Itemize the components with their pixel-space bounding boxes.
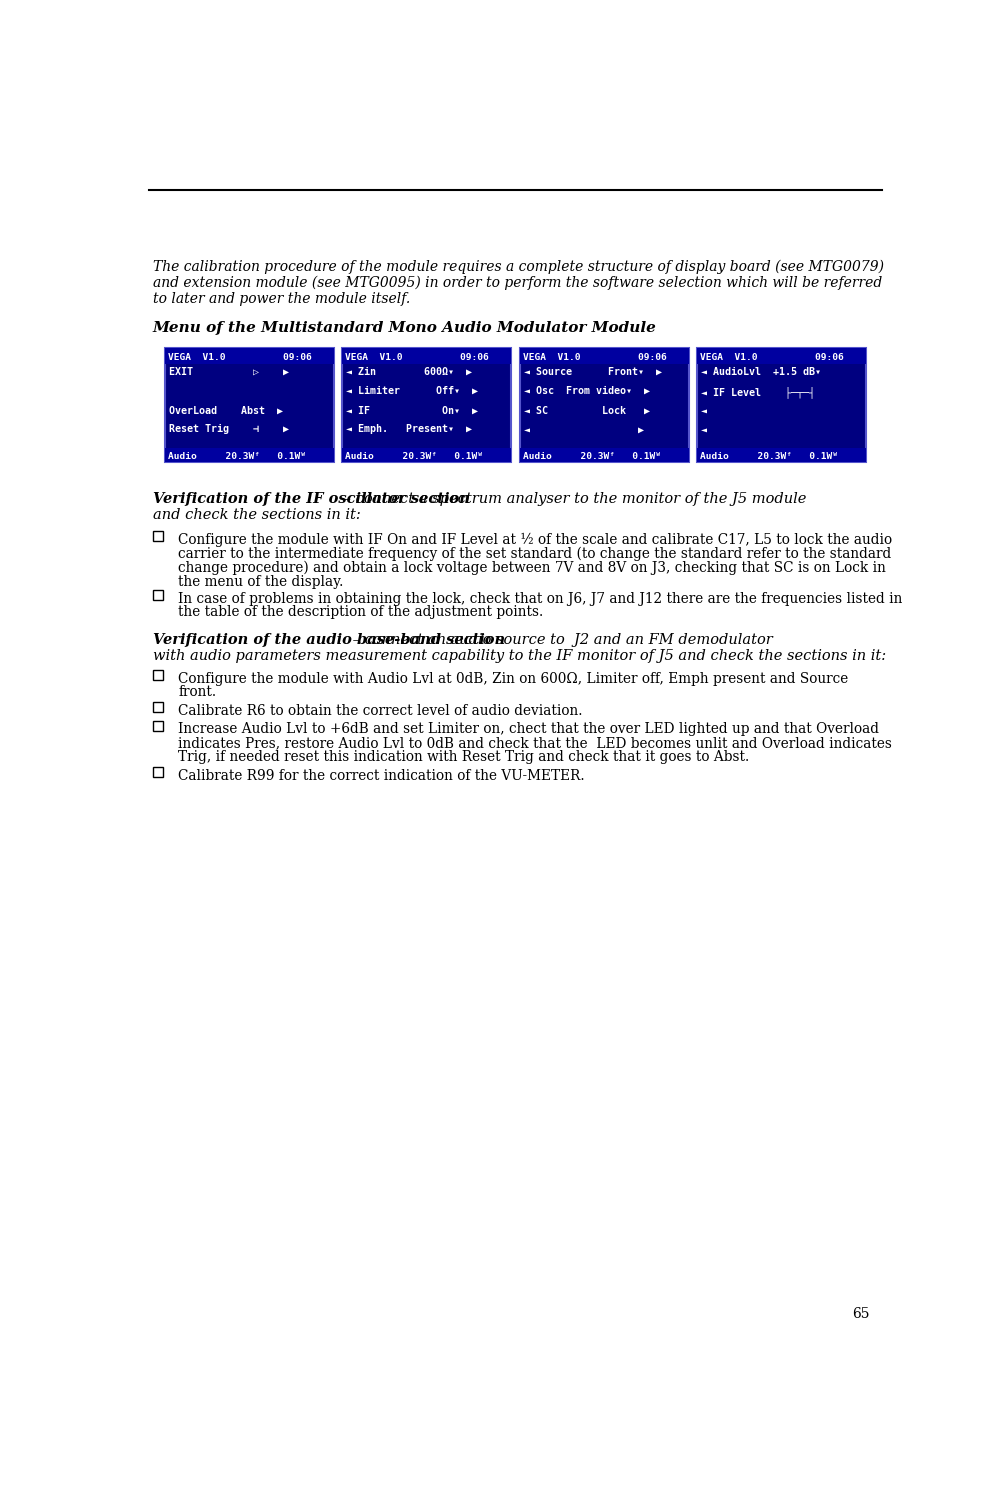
- FancyBboxPatch shape: [153, 767, 163, 777]
- FancyBboxPatch shape: [153, 591, 163, 600]
- FancyBboxPatch shape: [697, 349, 866, 463]
- Text: ◄: ◄: [701, 424, 707, 434]
- FancyBboxPatch shape: [153, 532, 163, 541]
- FancyBboxPatch shape: [165, 448, 334, 463]
- Text: front.: front.: [178, 685, 216, 699]
- FancyBboxPatch shape: [697, 448, 866, 463]
- Text: ◄ Limiter      Off▾  ▶: ◄ Limiter Off▾ ▶: [346, 386, 478, 395]
- Text: OverLoad    Abst  ▶: OverLoad Abst ▶: [169, 406, 283, 415]
- Text: Reset Trig    ⊣    ▶: Reset Trig ⊣ ▶: [169, 424, 289, 434]
- Text: indicates Pres, restore Audio Lvl to 0dB and check that the  LED becomes unlit a: indicates Pres, restore Audio Lvl to 0dB…: [178, 736, 892, 750]
- FancyBboxPatch shape: [520, 448, 689, 463]
- Text: Audio     20.3Wᶠ   0.1Wᵂ: Audio 20.3Wᶠ 0.1Wᵂ: [168, 451, 306, 460]
- Text: Verification of the IF oscillator section: Verification of the IF oscillator sectio…: [153, 491, 470, 507]
- Text: the menu of the display.: the menu of the display.: [178, 574, 344, 589]
- FancyBboxPatch shape: [342, 448, 511, 463]
- Text: ◄ IF Level    ├─┬─┤: ◄ IF Level ├─┬─┤: [701, 386, 815, 398]
- FancyBboxPatch shape: [153, 670, 163, 679]
- FancyBboxPatch shape: [697, 349, 866, 364]
- FancyBboxPatch shape: [342, 349, 511, 364]
- Text: – connect an audio source to  J2 and an FM demodulator: – connect an audio source to J2 and an F…: [348, 633, 773, 648]
- Text: ◄                  ▶: ◄ ▶: [524, 424, 644, 434]
- FancyBboxPatch shape: [342, 349, 511, 463]
- Text: Calibrate R99 for the correct indication of the VU-METER.: Calibrate R99 for the correct indication…: [178, 768, 585, 783]
- Text: Configure the module with IF On and IF Level at ½ of the scale and calibrate C17: Configure the module with IF On and IF L…: [178, 534, 892, 547]
- Text: carrier to the intermediate frequency of the set standard (to change the standar: carrier to the intermediate frequency of…: [178, 547, 891, 561]
- Text: with audio parameters measurement capability to the IF monitor of J5 and check t: with audio parameters measurement capabi…: [153, 648, 886, 663]
- Text: ◄ Zin        600Ω▾  ▶: ◄ Zin 600Ω▾ ▶: [346, 367, 472, 377]
- Text: change procedure) and obtain a lock voltage between 7V and 8V on J3, checking th: change procedure) and obtain a lock volt…: [178, 561, 886, 576]
- Text: ◄ IF            On▾  ▶: ◄ IF On▾ ▶: [346, 406, 478, 415]
- Text: ◄ SC         Lock   ▶: ◄ SC Lock ▶: [524, 406, 650, 415]
- Text: – connect a spectrum analyser to the monitor of the J5 module: – connect a spectrum analyser to the mon…: [339, 491, 806, 507]
- Text: Menu of the Multistandard Mono Audio Modulator Module: Menu of the Multistandard Mono Audio Mod…: [153, 322, 657, 335]
- Text: In case of problems in obtaining the lock, check that on J6, J7 and J12 there ar: In case of problems in obtaining the loc…: [178, 592, 902, 606]
- Text: ◄ Source      Front▾  ▶: ◄ Source Front▾ ▶: [524, 367, 662, 377]
- Text: 65: 65: [852, 1306, 870, 1321]
- Text: and extension module (see MTG0095) in order to perform the software selection wh: and extension module (see MTG0095) in or…: [153, 277, 882, 290]
- Text: Calibrate R6 to obtain the correct level of audio deviation.: Calibrate R6 to obtain the correct level…: [178, 703, 582, 718]
- Text: and check the sections in it:: and check the sections in it:: [153, 508, 360, 522]
- Text: Configure the module with Audio Lvl at 0dB, Zin on 600Ω, Limiter off, Emph prese: Configure the module with Audio Lvl at 0…: [178, 672, 849, 685]
- Text: VEGA  V1.0          09:06: VEGA V1.0 09:06: [523, 353, 667, 362]
- Text: Increase Audio Lvl to +6dB and set Limiter on, chect that the over LED lighted u: Increase Audio Lvl to +6dB and set Limit…: [178, 723, 879, 736]
- FancyBboxPatch shape: [153, 702, 163, 712]
- Text: to later and power the module itself.: to later and power the module itself.: [153, 292, 410, 307]
- Text: the table of the description of the adjustment points.: the table of the description of the adju…: [178, 606, 543, 619]
- FancyBboxPatch shape: [153, 721, 163, 730]
- Text: ◄ AudioLvl  +1.5 dB▾: ◄ AudioLvl +1.5 dB▾: [701, 367, 821, 377]
- FancyBboxPatch shape: [165, 349, 334, 463]
- Text: Audio     20.3Wᶠ   0.1Wᵂ: Audio 20.3Wᶠ 0.1Wᵂ: [700, 451, 838, 460]
- Text: VEGA  V1.0          09:06: VEGA V1.0 09:06: [345, 353, 489, 362]
- Text: ◄ Osc  From video▾  ▶: ◄ Osc From video▾ ▶: [524, 386, 650, 395]
- Text: Audio     20.3Wᶠ   0.1Wᵂ: Audio 20.3Wᶠ 0.1Wᵂ: [345, 451, 484, 460]
- Text: Verification of the audio base-band section: Verification of the audio base-band sect…: [153, 633, 505, 648]
- FancyBboxPatch shape: [520, 349, 689, 364]
- Text: Trig, if needed reset this indication with Reset Trig and check that it goes to : Trig, if needed reset this indication wi…: [178, 750, 749, 764]
- Text: ◄: ◄: [701, 406, 707, 415]
- Text: EXIT          ▷    ▶: EXIT ▷ ▶: [169, 367, 289, 377]
- FancyBboxPatch shape: [520, 349, 689, 463]
- FancyBboxPatch shape: [165, 349, 334, 364]
- Text: ◄ Emph.   Present▾  ▶: ◄ Emph. Present▾ ▶: [346, 424, 472, 434]
- Text: VEGA  V1.0          09:06: VEGA V1.0 09:06: [700, 353, 844, 362]
- Text: The calibration procedure of the module requires a complete structure of display: The calibration procedure of the module …: [153, 260, 884, 274]
- Text: Audio     20.3Wᶠ   0.1Wᵂ: Audio 20.3Wᶠ 0.1Wᵂ: [523, 451, 661, 460]
- Text: VEGA  V1.0          09:06: VEGA V1.0 09:06: [168, 353, 312, 362]
